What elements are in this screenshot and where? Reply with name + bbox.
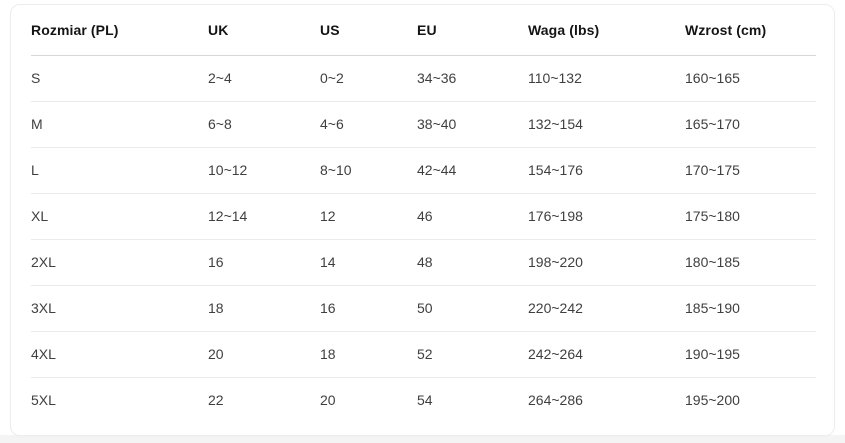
table-cell: 176~198 — [528, 193, 685, 240]
table-cell: 38~40 — [417, 101, 528, 148]
table-cell: 190~195 — [685, 331, 816, 378]
table-header-row: Rozmiar (PL) UK US EU Waga (lbs) Wzrost (cm) — [31, 5, 816, 56]
table-cell: 6~8 — [208, 101, 320, 148]
table-cell: 220~242 — [528, 285, 685, 332]
table-row: XL 12~14 12 46 176~198 175~180 — [31, 193, 816, 240]
size-label-cell: 5XL — [31, 392, 56, 409]
column-header-uk: UK — [208, 5, 320, 56]
table-body: S 2~4 0~2 34~36 110~132 160~165 M 6~8 4~6 38~40 13… — [31, 55, 816, 423]
table-cell: 2~4 — [208, 55, 320, 102]
size-chart-table: Rozmiar (PL) UK US EU Waga (lbs) Wzrost (cm) … — [31, 5, 816, 423]
table-cell: 34~36 — [417, 55, 528, 102]
table-cell: 12~14 — [208, 193, 320, 240]
table-cell: 264~286 — [528, 392, 583, 409]
table-cell: 185~190 — [685, 285, 816, 332]
size-label-cell: S — [31, 55, 208, 102]
page-bottom-strip — [0, 435, 845, 443]
table-cell: 20 — [320, 392, 336, 409]
table-cell: 54 — [417, 392, 433, 409]
table-cell: 198~220 — [528, 239, 685, 286]
table-row: 5XL 22 20 54 264~286 195~200 — [31, 377, 816, 423]
column-header-rozmiar-pl: Rozmiar (PL) — [31, 5, 208, 56]
column-header-eu: EU — [417, 5, 528, 56]
table-cell: 20 — [208, 331, 320, 378]
table-cell: 18 — [320, 331, 417, 378]
table-cell: 242~264 — [528, 331, 685, 378]
column-header-waga-lbs: Waga (lbs) — [528, 5, 685, 56]
table-cell: 48 — [417, 239, 528, 286]
table-cell: 14 — [320, 239, 417, 286]
size-label-cell: 4XL — [31, 331, 208, 378]
table-cell: 4~6 — [320, 101, 417, 148]
table-cell: 160~165 — [685, 55, 816, 102]
table-cell: 52 — [417, 331, 528, 378]
column-header-wzrost-cm: Wzrost (cm) — [685, 5, 816, 56]
table-cell: 18 — [208, 285, 320, 332]
table-cell: 50 — [417, 285, 528, 332]
table-cell: 170~175 — [685, 147, 816, 194]
table-row: S 2~4 0~2 34~36 110~132 160~165 — [31, 55, 816, 102]
size-chart-card: Rozmiar (PL) UK US EU Waga (lbs) Wzrost (cm) … — [10, 4, 835, 436]
table-cell: 16 — [320, 285, 417, 332]
table-cell: 46 — [417, 193, 528, 240]
table-row: 2XL 16 14 48 198~220 180~185 — [31, 239, 816, 286]
table-cell: 16 — [208, 239, 320, 286]
size-label-cell: XL — [31, 193, 208, 240]
table-row: 3XL 18 16 50 220~242 185~190 — [31, 285, 816, 332]
table-row: 4XL 20 18 52 242~264 190~195 — [31, 331, 816, 378]
table-cell: 8~10 — [320, 147, 417, 194]
table-row: L 10~12 8~10 42~44 154~176 170~175 — [31, 147, 816, 194]
table-cell: 165~170 — [685, 101, 816, 148]
size-label-cell: 2XL — [31, 239, 208, 286]
table-cell: 22 — [208, 392, 224, 409]
table-cell: 110~132 — [528, 55, 685, 102]
table-cell: 42~44 — [417, 147, 528, 194]
table-cell: 10~12 — [208, 147, 320, 194]
table-cell: 12 — [320, 193, 417, 240]
table-cell: 132~154 — [528, 101, 685, 148]
table-cell: 154~176 — [528, 147, 685, 194]
column-header-us: US — [320, 5, 417, 56]
table-row: M 6~8 4~6 38~40 132~154 165~170 — [31, 101, 816, 148]
size-label-cell: M — [31, 101, 208, 148]
table-cell: 180~185 — [685, 239, 816, 286]
size-chart-table-wrapper: Rozmiar (PL) UK US EU Waga (lbs) Wzrost (cm) … — [31, 5, 816, 423]
table-cell: 175~180 — [685, 193, 816, 240]
size-label-cell: L — [31, 147, 208, 194]
size-label-cell: 3XL — [31, 285, 208, 332]
table-cell: 195~200 — [685, 392, 740, 409]
table-cell: 0~2 — [320, 55, 417, 102]
